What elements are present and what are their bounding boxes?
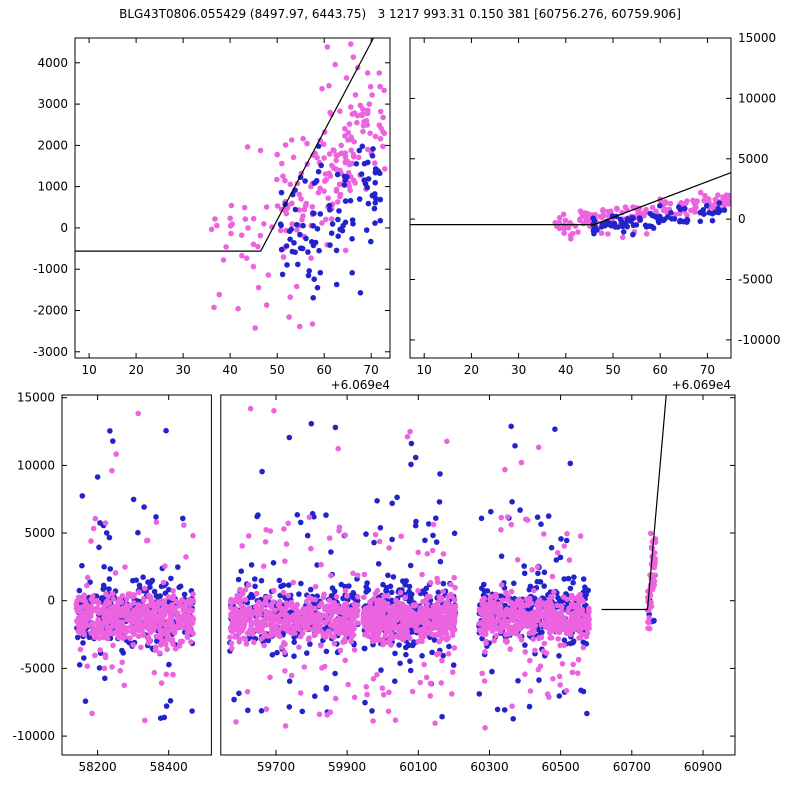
y-tick-label: -1000	[33, 262, 68, 276]
axis-frame	[74, 37, 391, 359]
scatter-cluster-pink	[228, 514, 361, 729]
scatter-points	[552, 189, 731, 242]
x-tick-label: 60900	[684, 760, 722, 774]
y-tick-label: -3000	[33, 345, 68, 359]
y-tick-label: 1000	[37, 180, 68, 194]
scatter-cluster-blue	[508, 423, 574, 467]
axis-frame	[220, 394, 736, 756]
scatter-points	[73, 405, 659, 731]
y-tick-label: -5000	[20, 661, 55, 675]
x-tick-label: 60300	[470, 760, 508, 774]
y-tick-label: -2000	[33, 304, 68, 318]
scatter-cluster-pink	[74, 515, 196, 724]
scatter-cluster-pink	[73, 579, 197, 653]
x-tick-label: 59700	[257, 760, 295, 774]
scatter-cluster-pink	[568, 229, 650, 242]
x-tick-label: 20	[464, 363, 479, 377]
x-offset-label: +6.069e4	[331, 378, 390, 392]
scatter-cluster-pink	[404, 428, 450, 445]
y-tick-label: 0	[60, 221, 68, 235]
scatter-cluster-pink	[319, 41, 371, 92]
scatter-cluster-pink	[109, 410, 141, 474]
x-tick-label: 58200	[79, 760, 117, 774]
x-tick-label: 30	[175, 363, 190, 377]
scatter-cluster-blue	[590, 200, 728, 238]
scatter-cluster-pink	[476, 587, 592, 656]
x-tick-label: 10	[81, 363, 96, 377]
axis-frame	[61, 394, 212, 756]
y-tick-label: 15000	[738, 31, 776, 45]
x-tick-label: 60700	[613, 760, 651, 774]
y-tick-label: 10000	[17, 458, 55, 472]
scatter-cluster-blue	[305, 268, 364, 301]
scatter-cluster-pink	[360, 581, 459, 658]
x-ticks: 58200 58400 59700 59900 60100 60300 60500 60700…	[79, 395, 722, 774]
y-ticks: -10000 -5000 0 5000 10000 15000	[12, 391, 735, 743]
x-tick-label: 58400	[150, 760, 188, 774]
scatter-cluster-blue	[94, 427, 169, 480]
figure-title: BLG43T0806.055429 (8497.97, 6443.75) 3 1…	[119, 7, 681, 21]
x-tick-label: 10	[417, 363, 432, 377]
y-tick-label: -10000	[738, 333, 781, 347]
x-tick-label: 20	[128, 363, 143, 377]
y-tick-label: 0	[738, 212, 746, 226]
y-tick-label: 4000	[37, 56, 68, 70]
x-tick-label: 60500	[542, 760, 580, 774]
scatter-cluster-blue	[227, 510, 360, 715]
scatter-cluster-pink	[247, 405, 342, 452]
x-tick-label: 59900	[328, 760, 366, 774]
x-tick-label: 60	[317, 363, 332, 377]
model-line	[410, 171, 731, 226]
scatter-cluster-pink	[235, 283, 316, 331]
y-tick-label: -5000	[738, 273, 773, 287]
y-tick-label: -10000	[12, 729, 55, 743]
y-ticks: -10000 -5000 0 5000 10000 15000	[410, 31, 781, 347]
x-tick-label: 60100	[399, 760, 437, 774]
x-tick-label: 50	[270, 363, 285, 377]
scatter-cluster-pink	[208, 176, 285, 311]
x-tick-label: 50	[605, 363, 620, 377]
x-ticks: 10 20 30 40 50 60 70	[417, 38, 715, 377]
x-tick-label: 30	[511, 363, 526, 377]
scatter-cluster-pink	[361, 521, 458, 726]
model-line	[75, 38, 375, 252]
y-tick-label: 10000	[738, 91, 776, 105]
x-ticks: 10 20 30 40 50 60 70	[81, 38, 379, 377]
y-tick-label: 2000	[37, 138, 68, 152]
panel-zoom-right: 10 20 30 40 50 60 70 -10000 -5000 0 5000 10000 15000…	[409, 31, 781, 392]
y-tick-label: 0	[47, 594, 55, 608]
scatter-cluster-pink	[244, 144, 264, 154]
y-tick-label: 15000	[17, 391, 55, 405]
scatter-cluster-pink	[479, 514, 589, 731]
scatter-points	[208, 41, 388, 331]
y-tick-label: 5000	[24, 526, 55, 540]
x-tick-label: 40	[222, 363, 237, 377]
panel-full-lightcurve: 58200 58400 59700 59900 60100 60300 60500 60700…	[12, 391, 736, 774]
scatter-cluster-pink	[502, 444, 542, 473]
model-line	[601, 395, 667, 611]
y-tick-label: 3000	[37, 97, 68, 111]
x-tick-label: 70	[364, 363, 379, 377]
x-tick-label: 70	[700, 363, 715, 377]
x-offset-label: +6.069e4	[672, 378, 731, 392]
panel-zoom-left: 10 20 30 40 50 60 70 -3000 -2000 -1000 0 1000 2000 30…	[33, 37, 391, 392]
y-tick-label: 5000	[738, 152, 769, 166]
x-tick-label: 40	[558, 363, 573, 377]
scatter-cluster-blue	[408, 440, 443, 477]
y-ticks: -3000 -2000 -1000 0 1000 2000 3000 4000	[33, 56, 390, 359]
scatter-cluster-blue	[259, 420, 339, 475]
x-tick-label: 60	[653, 363, 668, 377]
axis-frame	[409, 37, 732, 359]
